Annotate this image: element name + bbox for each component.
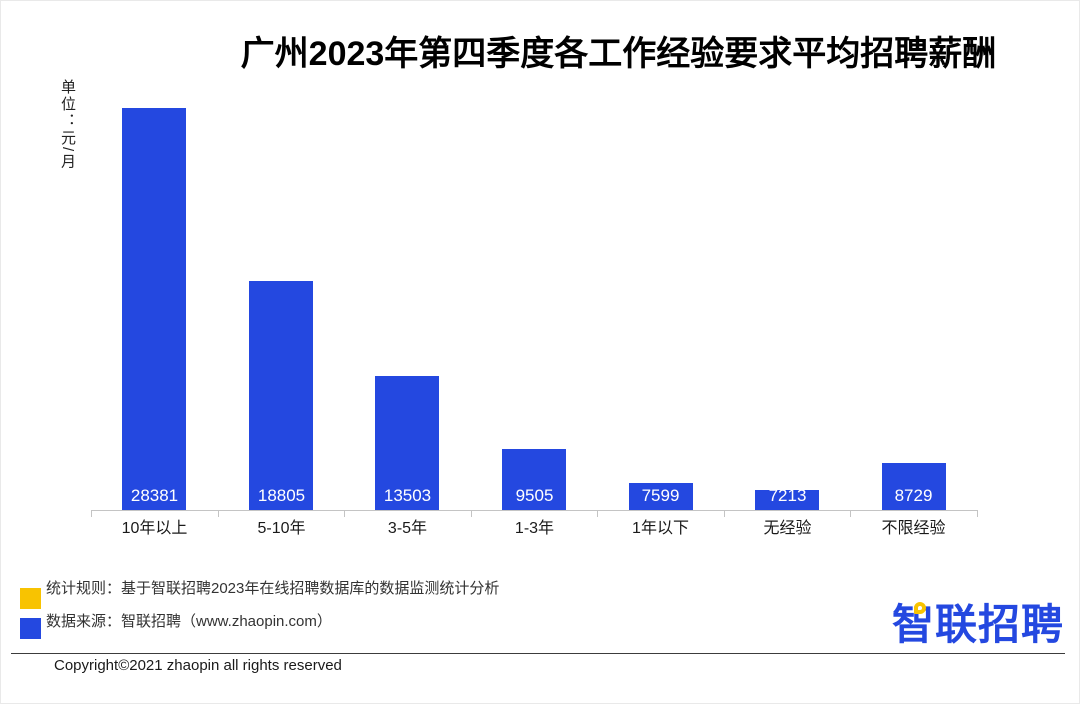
x-axis-label-无经验: 无经验 xyxy=(763,520,812,537)
x-axis-tick xyxy=(218,511,219,517)
legend-swatch-blue-icon xyxy=(20,618,41,639)
bar-value-label: 18805 xyxy=(257,486,306,505)
logo-bubble-icon xyxy=(913,602,926,614)
chart-title: 广州2023年第四季度各工作经验要求平均招聘薪酬 xyxy=(240,35,997,73)
x-axis-tick xyxy=(724,511,725,517)
bar-3-5年 xyxy=(375,376,439,510)
x-axis-label-5-10年: 5-10年 xyxy=(257,520,306,537)
x-axis-tick xyxy=(91,511,92,517)
footer-divider xyxy=(11,653,1065,654)
plot-area: 28381 10年以上 18805 5-10年 13503 3-5年 9505 1-3年 759… xyxy=(91,101,978,537)
x-axis-label-1-3年: 1-3年 xyxy=(514,520,555,537)
bar-value-label: 9505 xyxy=(515,486,554,505)
legend-swatch-yellow-icon xyxy=(20,588,41,609)
x-axis-label-10年以上: 10年以上 xyxy=(121,520,188,537)
copyright-text: Copyright©2021 zhaopin all rights reserv… xyxy=(54,657,342,674)
bar-1年以下 xyxy=(629,483,693,510)
x-axis-tick xyxy=(471,511,472,517)
bar-value-label: 7213 xyxy=(768,486,807,505)
zhaopin-logo: 智联招聘 xyxy=(892,601,1064,651)
x-axis-label-不限经验: 不限经验 xyxy=(881,520,946,537)
bar-无经验 xyxy=(755,490,819,510)
stat-rule-note: 统计规则：基于智联招聘2023年在线招聘数据库的数据监测统计分析 xyxy=(46,580,500,597)
bar-value-label: 28381 xyxy=(130,486,179,505)
bar-value-label: 7599 xyxy=(641,486,680,505)
y-axis-unit-label: 单位：元/月 xyxy=(59,79,76,171)
data-source-note: 数据来源：智联招聘（www.zhaopin.com） xyxy=(46,613,332,630)
bar-value-label: 13503 xyxy=(383,486,432,505)
bar-5-10年 xyxy=(249,281,313,510)
bar-10年以上 xyxy=(122,108,186,510)
x-axis-label-1年以下: 1年以下 xyxy=(632,520,689,537)
bar-value-label: 8729 xyxy=(894,486,933,505)
bar-1-3年 xyxy=(502,449,566,510)
x-axis-tick xyxy=(977,511,978,517)
bar-不限经验 xyxy=(882,463,946,510)
x-axis-tick xyxy=(597,511,598,517)
x-axis-tick xyxy=(344,511,345,517)
x-axis-tick xyxy=(850,511,851,517)
x-axis-label-3-5年: 3-5年 xyxy=(387,520,428,537)
